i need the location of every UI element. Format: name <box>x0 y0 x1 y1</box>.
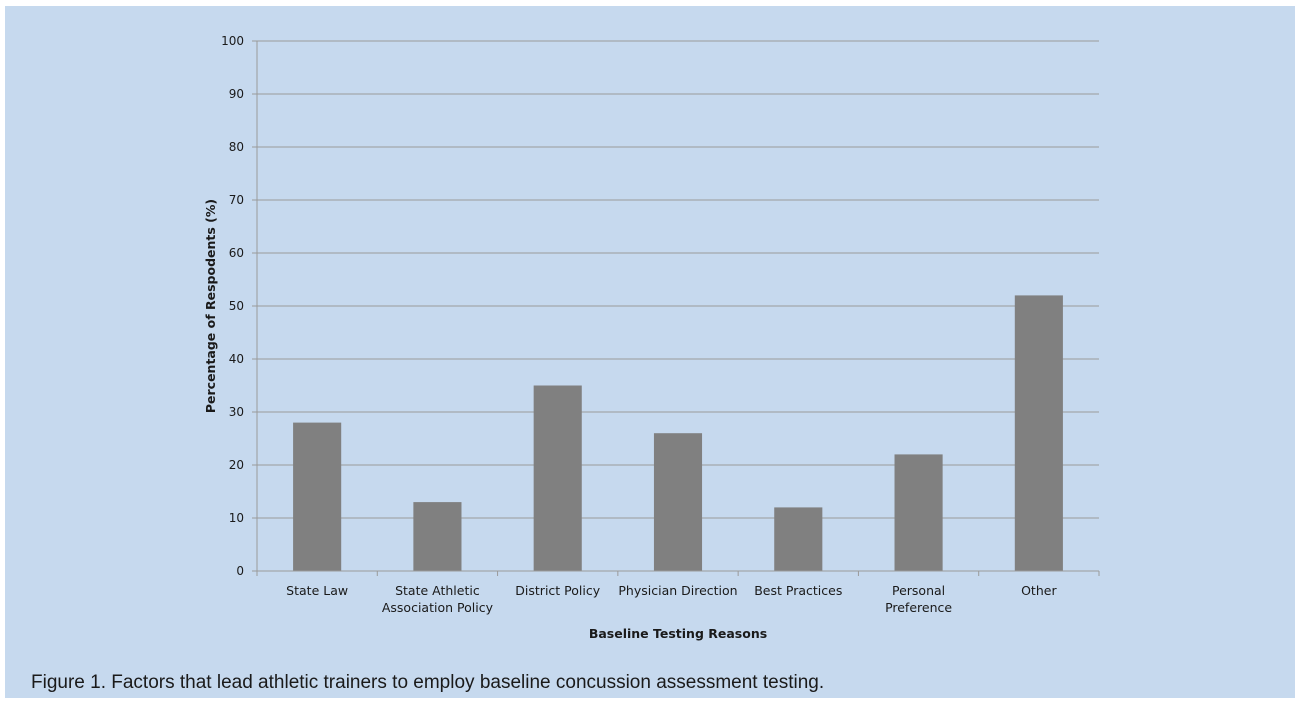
bar <box>1014 295 1063 571</box>
y-tick-label: 20 <box>229 458 244 472</box>
figure-caption: Figure 1. Factors that lead athletic tra… <box>31 672 825 693</box>
y-tick-label: 40 <box>229 352 244 366</box>
x-category-label: Other <box>1021 583 1057 598</box>
x-category-label: Physician Direction <box>618 583 737 598</box>
y-tick-label: 30 <box>229 405 244 419</box>
y-tick-label: 80 <box>229 140 244 154</box>
y-tick-labels: 0 10 20 30 40 50 60 70 80 90 100 <box>221 34 244 578</box>
x-category-label: District Policy <box>515 583 600 598</box>
bars <box>293 295 1063 571</box>
bar <box>293 422 342 571</box>
x-category-label: State Law <box>286 583 348 598</box>
y-tick-label: 70 <box>229 193 244 207</box>
bar <box>653 433 703 571</box>
x-category-label: State Athletic Association Policy <box>382 583 494 615</box>
y-tick-label: 60 <box>229 246 244 260</box>
bar <box>894 454 943 571</box>
y-tick-label: 10 <box>229 511 244 525</box>
x-category-labels: State Law State Athletic Association Polic… <box>286 583 1057 615</box>
x-axis-title: Baseline Testing Reasons <box>589 626 767 641</box>
y-tick-label: 50 <box>229 299 244 313</box>
bar <box>774 507 823 571</box>
y-axis-title: Percentage of Respodents (%) <box>203 199 218 413</box>
x-category-label: Best Practices <box>754 583 842 598</box>
y-tick-label: 0 <box>236 564 244 578</box>
bar <box>533 385 582 571</box>
x-category-label: Personal Preference <box>885 583 952 615</box>
axes <box>252 40 1100 576</box>
y-tick-label: 100 <box>221 34 244 48</box>
y-tick-label: 90 <box>229 87 244 101</box>
figure-panel <box>5 6 1295 698</box>
bar <box>413 502 462 571</box>
